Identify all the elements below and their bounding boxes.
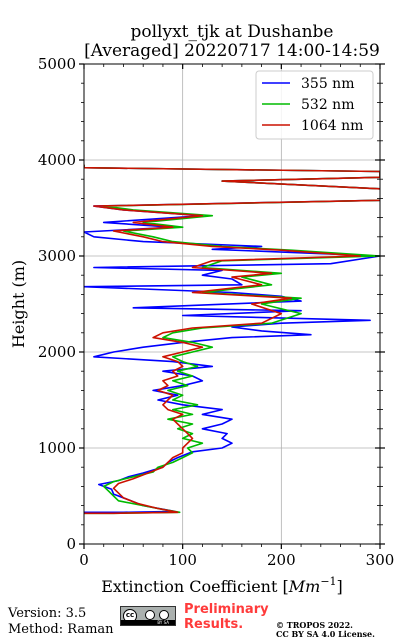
series-line (84, 164, 380, 515)
y-tick-label: 3000 (38, 247, 76, 265)
legend-label: 532 nm (301, 97, 354, 113)
series-line (84, 164, 380, 514)
y-tick-label: 0 (66, 535, 76, 553)
x-tick-label: 100 (168, 551, 197, 569)
copyright-line2: CC BY SA 4.0 License. (276, 629, 375, 639)
preliminary-label-line1: Preliminary (184, 602, 269, 617)
x-tick-label: 200 (267, 551, 296, 569)
y-tick-label: 5000 (38, 55, 76, 73)
y-axis-label: Height (m) (9, 260, 28, 348)
y-tick-label: 2000 (38, 343, 76, 361)
legend-box (255, 70, 374, 140)
cc-by-sa-icon: cc BY SA (120, 606, 176, 626)
legend-label: 355 nm (301, 76, 354, 92)
chart-title-line1: pollyxt_tjk at Dushanbe (130, 22, 334, 42)
legend-label: 1064 nm (301, 118, 363, 134)
chart-title-line2: [Averaged] 20220717 14:00-14:59 (84, 41, 380, 61)
copyright-line1: © TROPOS 2022. (276, 620, 353, 630)
preliminary-label-line2: Results. (184, 617, 244, 632)
version-label: Version: 3.5 (8, 606, 87, 621)
y-tick-label: 4000 (38, 151, 76, 169)
method-label: Method: Raman (8, 622, 114, 637)
x-tick-label: 300 (366, 551, 395, 569)
x-tick-label: 0 (79, 551, 89, 569)
series-group (84, 164, 380, 515)
x-axis-label: Extinction Coefficient [Mm−1] (101, 575, 343, 596)
series-line (84, 164, 380, 515)
plot-frame (83, 63, 381, 545)
y-tick-label: 1000 (38, 439, 76, 457)
